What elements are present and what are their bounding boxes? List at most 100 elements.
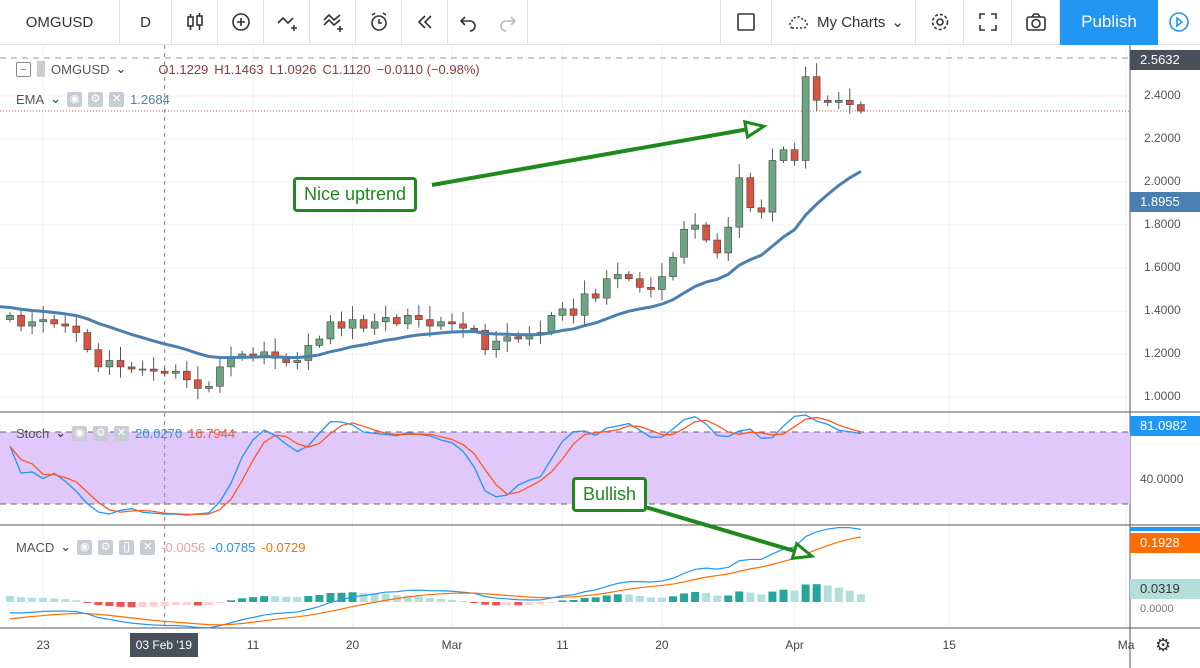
undo-icon[interactable] xyxy=(448,0,488,45)
chart-canvas[interactable] xyxy=(0,45,1200,668)
symbol-search[interactable]: OMGUSD xyxy=(0,0,120,45)
close-icon[interactable]: ✕ xyxy=(140,539,156,555)
macd-histogram-bar xyxy=(293,597,302,602)
macd-histogram-bar xyxy=(481,602,490,605)
eye-icon[interactable]: ◉ xyxy=(77,539,93,555)
add-circle-icon[interactable] xyxy=(218,0,264,45)
fullscreen-icon[interactable] xyxy=(964,0,1012,45)
time-tick: 20 xyxy=(345,638,360,652)
chevron-down-icon[interactable]: ⌄ xyxy=(55,425,67,440)
macd-histogram-bar xyxy=(160,602,169,607)
replay-icon[interactable] xyxy=(402,0,448,45)
candle xyxy=(624,274,633,280)
candle xyxy=(812,76,821,101)
interval-selector[interactable]: D xyxy=(120,0,172,45)
price-tick: 2.2000 xyxy=(1144,131,1181,145)
candle xyxy=(415,314,423,320)
redo-icon[interactable] xyxy=(488,0,528,45)
gear-icon[interactable] xyxy=(916,0,964,45)
close-icon[interactable]: ✕ xyxy=(114,425,130,441)
camera-icon[interactable] xyxy=(1012,0,1060,45)
candle xyxy=(834,99,843,103)
settings-icon[interactable]: ⚙ xyxy=(98,539,114,555)
chevron-down-icon[interactable]: ⌄ xyxy=(60,539,72,554)
macd-histogram-bar xyxy=(50,598,59,602)
macd-histogram-bar xyxy=(801,584,810,602)
macd-histogram-bar xyxy=(470,602,479,603)
macd-histogram-bar xyxy=(425,598,434,602)
legend-high: H1.1463 xyxy=(214,61,264,77)
macd-histogram-bar xyxy=(856,594,865,602)
crosshair-price-label: 2.5632 xyxy=(1130,50,1200,70)
macd-histogram-bar xyxy=(613,594,622,602)
macd-label[interactable]: MACD xyxy=(16,539,55,555)
eye-icon[interactable]: ◉ xyxy=(67,91,83,107)
time-tick: 11 xyxy=(556,638,569,652)
candle xyxy=(127,366,136,370)
candles-icon[interactable] xyxy=(172,0,218,45)
candle xyxy=(746,177,755,209)
candle xyxy=(116,360,125,368)
stoch-k-value: 20.0270 xyxy=(135,425,183,441)
macd-signal-badge: 0.1928 xyxy=(1130,533,1200,553)
macd-histogram-bar xyxy=(215,602,224,603)
macd-histogram-bar xyxy=(138,602,147,607)
settings-icon[interactable]: ⚙ xyxy=(93,425,109,441)
macd-histogram-bar xyxy=(514,602,523,606)
stoch-band xyxy=(0,432,1130,504)
legend-symbol[interactable]: OMGUSD xyxy=(51,61,110,77)
play-icon[interactable] xyxy=(1158,0,1200,45)
macd-histogram-bar xyxy=(28,597,37,602)
eye-icon[interactable]: ◉ xyxy=(72,425,88,441)
macd-histogram-bar xyxy=(359,593,368,602)
macd-histogram-bar xyxy=(149,602,158,607)
macd-histogram-bar xyxy=(580,597,589,602)
chevron-down-icon[interactable]: ⌄ xyxy=(115,61,127,76)
macd-histogram-bar xyxy=(337,592,346,602)
candle xyxy=(492,340,501,351)
macd-histogram-bar xyxy=(569,600,578,602)
candle xyxy=(779,149,788,161)
annotation-nice-uptrend[interactable]: Nice uptrend xyxy=(293,177,418,212)
macd-histogram-bar xyxy=(116,602,125,607)
macd-histogram-bar xyxy=(713,595,722,602)
alert-icon[interactable] xyxy=(356,0,402,45)
braces-icon[interactable]: {} xyxy=(119,539,135,555)
chevron-down-icon[interactable]: ⌄ xyxy=(50,91,62,106)
price-tick: 2.0000 xyxy=(1144,174,1181,188)
collapse-icon[interactable]: − xyxy=(16,61,31,77)
macd-histogram-bar xyxy=(105,602,114,607)
macd-legend: MACD ⌄ ◉ ⚙ {} ✕ -0.0056 -0.0785 -0.0729 xyxy=(16,539,305,555)
candle xyxy=(823,99,832,103)
macd-histogram-bar xyxy=(61,599,70,602)
chart-area[interactable]: − OMGUSD ⌄ O1.1229 H1.1463 L1.0926 C1.112… xyxy=(0,45,1200,668)
candle xyxy=(724,226,733,254)
macd-histogram-bar xyxy=(238,598,247,602)
macd-histogram-bar xyxy=(845,590,854,602)
price-tick: 1.0000 xyxy=(1144,389,1181,403)
time-tick: 20 xyxy=(655,638,669,652)
macd-histogram-bar xyxy=(635,595,644,602)
stoch-label[interactable]: Stoch xyxy=(16,425,50,441)
close-icon[interactable]: ✕ xyxy=(109,91,125,107)
macd-histogram-bar xyxy=(204,602,213,606)
publish-button[interactable]: Publish xyxy=(1060,0,1158,45)
settings-gear-icon[interactable]: ⚙ xyxy=(1155,635,1172,655)
candle xyxy=(293,360,302,363)
settings-icon[interactable]: ⚙ xyxy=(88,91,104,107)
candle xyxy=(613,274,622,280)
macd-histogram-bar xyxy=(503,602,512,606)
annotation-bullish[interactable]: Bullish xyxy=(572,477,648,512)
macd-histogram-bar xyxy=(724,595,733,602)
ema-price-badge: 1.8955 xyxy=(1130,192,1200,212)
price-tick: 1.4000 xyxy=(1144,303,1181,317)
layout-icon[interactable] xyxy=(720,0,772,45)
time-tick: 23 xyxy=(36,638,50,652)
ema-label[interactable]: EMA xyxy=(16,91,45,107)
macd-histogram-bar xyxy=(381,593,390,602)
candle xyxy=(304,345,313,361)
my-charts-button[interactable]: My Charts ⌄ xyxy=(772,0,916,45)
macd-histogram-bar xyxy=(768,591,777,602)
compare-icon[interactable] xyxy=(310,0,356,45)
indicators-icon[interactable] xyxy=(264,0,310,45)
